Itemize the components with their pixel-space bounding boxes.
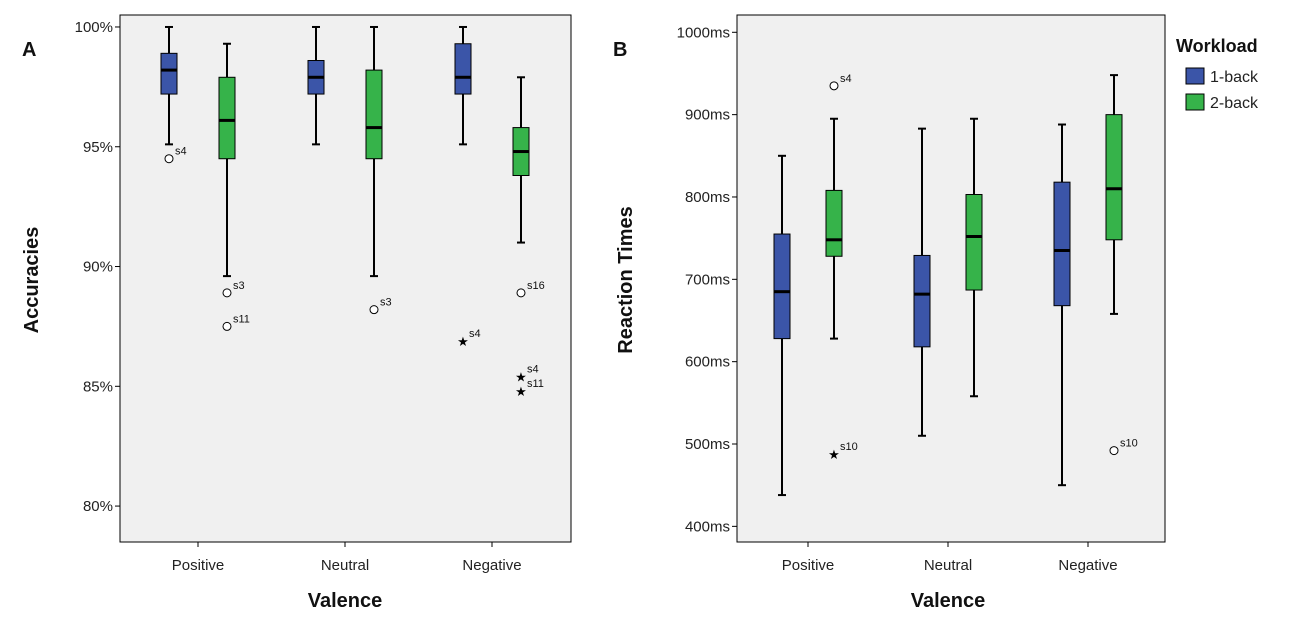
panel-b-box-2-back-neutral bbox=[965, 117, 983, 398]
box-iqr bbox=[160, 52, 178, 95]
panel-b: B 400ms 500ms 600ms 700ms 800ms 900ms 1000ms P… bbox=[613, 14, 1166, 612]
panel-b-x-tick-label: Positive bbox=[782, 557, 835, 574]
panel-b-y-tick-label: 900ms bbox=[685, 107, 730, 124]
panel-a-y-tick-label: 95% bbox=[83, 139, 113, 156]
panel-a-box-2-back-neutral: s3 bbox=[365, 25, 392, 315]
outlier-label: s3 bbox=[380, 297, 392, 309]
outlier-star-marker: ★ bbox=[515, 384, 527, 399]
box-iqr bbox=[1053, 181, 1071, 307]
outlier-star-marker: ★ bbox=[515, 370, 527, 385]
panel-a-x-tick-label: Negative bbox=[462, 557, 521, 574]
panel-b-box-1-back-positive bbox=[773, 154, 791, 497]
panel-a-plot-area bbox=[119, 14, 572, 543]
panel-a-x-tick-label: Neutral bbox=[321, 557, 369, 574]
outlier-label: s10 bbox=[840, 441, 858, 453]
panel-a-x-tick-label: Positive bbox=[172, 557, 225, 574]
panel-b-y-tick-label: 700ms bbox=[685, 271, 730, 288]
outlier-label: s4 bbox=[527, 364, 539, 376]
outlier-circle-marker bbox=[1109, 446, 1119, 456]
panel-a-label: A bbox=[22, 39, 36, 61]
panel-a-box-1-back-positive: s4 bbox=[160, 25, 187, 164]
legend-swatch-1-back bbox=[1185, 67, 1205, 85]
box-iqr bbox=[773, 233, 791, 340]
outlier-circle-marker bbox=[829, 81, 839, 91]
box-iqr bbox=[913, 254, 931, 348]
panel-b-x-ticks: Positive Neutral Negative bbox=[782, 542, 1118, 574]
box-iqr bbox=[825, 189, 843, 257]
outlier-circle-marker bbox=[222, 288, 232, 298]
panel-b-x-axis-title: Valence bbox=[911, 590, 986, 612]
outlier-label: s11 bbox=[233, 313, 250, 325]
panel-b-y-tick-label: 500ms bbox=[685, 436, 730, 453]
outlier-circle-marker bbox=[222, 321, 232, 331]
outlier-label: s10 bbox=[1120, 438, 1138, 450]
outlier-label: s4 bbox=[469, 328, 481, 340]
panel-a-y-tick-label: 100% bbox=[75, 19, 113, 36]
panel-a-box-2-back-negative: s16 ★ s4★ s11 bbox=[512, 76, 545, 399]
panel-b-y-tick-label: 600ms bbox=[685, 354, 730, 371]
panel-b-plot-area bbox=[736, 14, 1166, 543]
box-iqr bbox=[1105, 114, 1123, 241]
panel-a-box-1-back-neutral bbox=[307, 25, 325, 146]
outlier-star-marker: ★ bbox=[828, 447, 840, 462]
outlier-circle-marker bbox=[369, 305, 379, 315]
box-iqr bbox=[965, 194, 983, 291]
panel-a: A 80% 85% 90% 95% 100% Positive Neutral Negati… bbox=[21, 14, 572, 612]
outlier-circle-marker bbox=[164, 154, 174, 164]
panel-b-box-1-back-neutral bbox=[913, 127, 931, 437]
panel-b-box-2-back-positive: s4 ★ s10 bbox=[825, 73, 858, 462]
panel-a-y-tick-label: 85% bbox=[83, 378, 113, 395]
panel-b-boxes: s4★ s10 s10 bbox=[773, 73, 1138, 497]
legend-swatch-2-back bbox=[1185, 93, 1205, 111]
outlier-star-marker: ★ bbox=[457, 334, 469, 349]
panel-b-box-2-back-negative: s10 bbox=[1105, 74, 1138, 456]
panel-a-y-ticks: 80% 85% 90% 95% 100% bbox=[75, 19, 120, 515]
panel-a-x-axis-title: Valence bbox=[308, 590, 383, 612]
panel-b-y-axis-title: Reaction Times bbox=[615, 206, 637, 353]
legend-label-1-back: 1-back bbox=[1210, 69, 1259, 86]
panel-b-y-tick-label: 1000ms bbox=[677, 24, 730, 41]
box-iqr bbox=[454, 43, 472, 95]
panel-b-box-1-back-negative bbox=[1053, 123, 1071, 487]
panel-a-box-1-back-negative: ★ s4 bbox=[454, 25, 481, 349]
panel-a-y-tick-label: 90% bbox=[83, 259, 113, 276]
panel-a-box-2-back-positive: s3 s11 bbox=[218, 42, 250, 331]
box-iqr bbox=[218, 76, 236, 160]
panel-b-y-ticks: 400ms 500ms 600ms 700ms 800ms 900ms 1000ms bbox=[677, 24, 737, 535]
legend-title: Workload bbox=[1176, 36, 1258, 56]
outlier-label: s4 bbox=[175, 146, 187, 158]
panel-b-x-tick-label: Negative bbox=[1058, 557, 1117, 574]
panel-b-y-tick-label: 400ms bbox=[685, 518, 730, 535]
outlier-label: s3 bbox=[233, 280, 245, 292]
outlier-circle-marker bbox=[516, 288, 526, 298]
outlier-label: s16 bbox=[527, 280, 545, 292]
panel-a-y-axis-title: Accuracies bbox=[21, 227, 43, 334]
outlier-label: s4 bbox=[840, 73, 852, 85]
panel-b-label: B bbox=[613, 39, 627, 61]
legend: Workload 1-back 2-back bbox=[1176, 36, 1259, 112]
panel-a-x-ticks: Positive Neutral Negative bbox=[172, 542, 522, 574]
panel-a-y-tick-label: 80% bbox=[83, 498, 113, 515]
outlier-label: s11 bbox=[527, 378, 544, 390]
legend-label-2-back: 2-back bbox=[1210, 95, 1259, 112]
box-iqr bbox=[365, 69, 383, 160]
panel-b-x-tick-label: Neutral bbox=[924, 557, 972, 574]
panel-b-y-tick-label: 800ms bbox=[685, 189, 730, 206]
